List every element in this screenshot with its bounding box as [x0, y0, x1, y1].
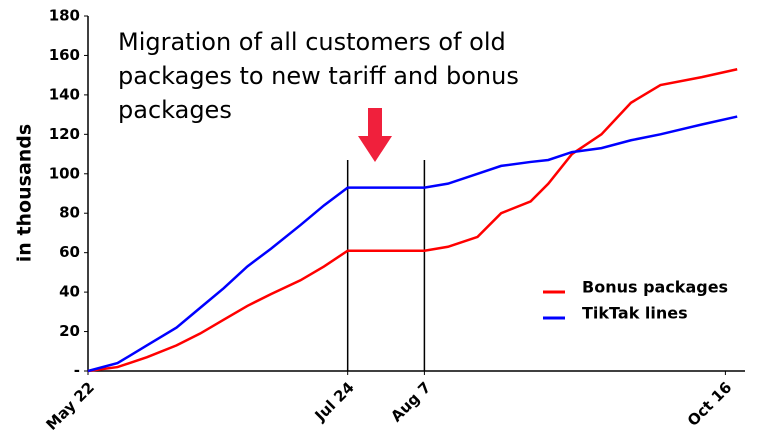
arrow	[358, 108, 392, 162]
y-tick-label: 100	[49, 164, 80, 182]
annotation: packages	[118, 96, 232, 124]
x-tick-label: Oct 16	[684, 378, 736, 430]
annotation: Migration of all customers of old	[118, 28, 506, 56]
y-tick-label: 80	[59, 204, 80, 222]
y-tick-label: 160	[49, 46, 80, 64]
x-tick-label: Aug 7	[387, 378, 434, 425]
y-tick-label: 40	[59, 283, 80, 301]
x-tick-label: Jul 24	[311, 378, 358, 425]
y-tick-label: 180	[49, 7, 80, 25]
y-tick-label: 120	[49, 125, 80, 143]
y-tick-label: 140	[49, 85, 80, 103]
series-line	[87, 115, 738, 373]
series-line	[87, 68, 738, 373]
y-tick-label: 20	[59, 322, 80, 340]
annotation: packages to new tariff and bonus	[118, 62, 519, 90]
x-tick-label: May 22	[43, 378, 98, 433]
y-axis-label: in thousands	[14, 124, 36, 262]
y-tick-label: 60	[59, 243, 80, 261]
legend-label: Bonus packages	[582, 278, 728, 297]
y-tick-label: -	[74, 362, 80, 380]
legend-label: TikTak lines	[582, 304, 688, 323]
